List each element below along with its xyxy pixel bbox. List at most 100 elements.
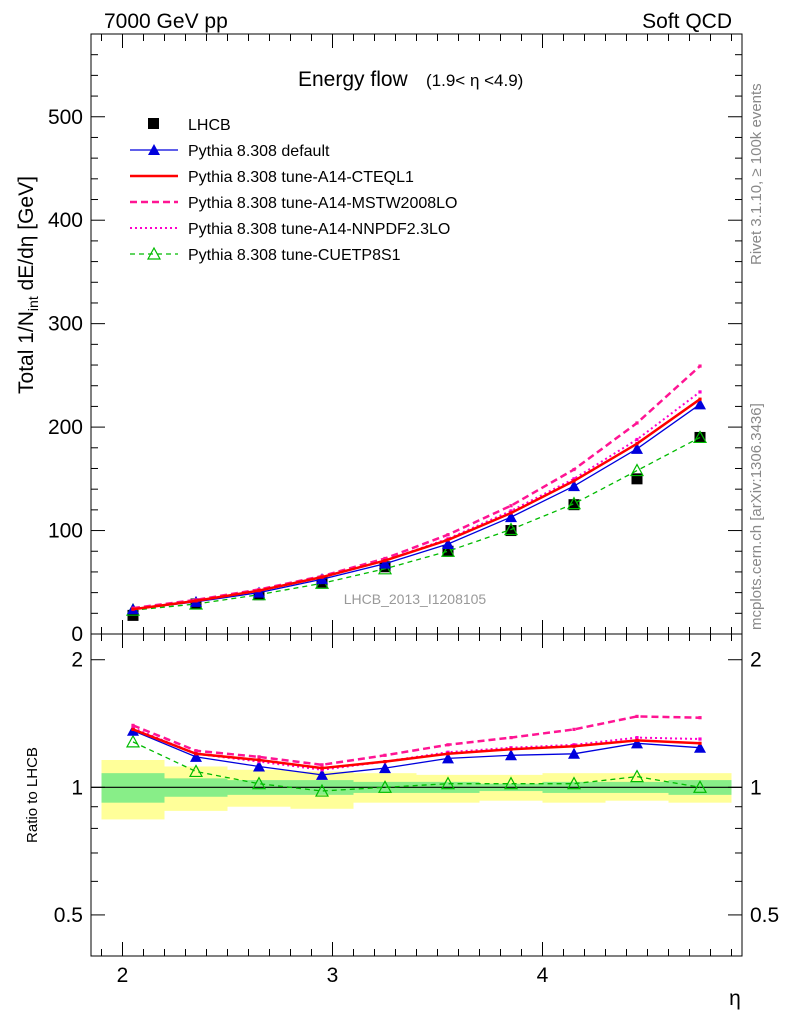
ratio-line-mstw xyxy=(132,715,701,767)
y-axis-label-main: Total 1/Nint dE/dη [GeV] xyxy=(15,176,41,394)
marker-point xyxy=(698,741,702,745)
header-left: 7000 GeV pp xyxy=(104,10,228,33)
marker-point xyxy=(572,479,576,483)
main-title: Energy flow xyxy=(298,68,409,91)
legend-entry-default: Pythia 8.308 default xyxy=(130,143,330,160)
marker-point xyxy=(698,716,702,720)
legend-label: Pythia 8.308 tune-A14-CTEQL1 xyxy=(188,169,414,186)
legend-label: LHCB xyxy=(188,117,231,134)
marker-point xyxy=(194,749,198,753)
marker-point xyxy=(320,575,324,579)
marker-triangle xyxy=(505,511,517,523)
marker-point xyxy=(383,556,387,561)
marker-open-triangle xyxy=(566,776,582,790)
y-tick-label: 100 xyxy=(48,520,83,543)
series-line-mstw xyxy=(132,365,701,610)
marker-triangle xyxy=(442,752,454,764)
marker-point xyxy=(698,364,702,368)
legend-label: Pythia 8.308 tune-A14-NNPDF2.3LO xyxy=(188,221,450,238)
y-tick-label: 400 xyxy=(48,209,83,232)
marker-open-triangle xyxy=(440,543,456,557)
marker-point xyxy=(698,397,702,401)
legend-label: Pythia 8.308 default xyxy=(188,143,330,160)
ratio-y-tick-label-right: 2 xyxy=(750,649,762,672)
marker-point xyxy=(257,758,261,762)
marker-point xyxy=(509,747,513,751)
legend-marker-data xyxy=(148,118,159,129)
x-axis-label: η xyxy=(729,987,741,1010)
marker-open-triangle xyxy=(125,734,141,748)
marker-point xyxy=(635,421,639,425)
y-axis-label-ratio: Ratio to LHCB xyxy=(24,747,41,843)
marker-open-triangle xyxy=(314,783,330,797)
main-title-range: (1.9< η <4.9) xyxy=(426,71,523,90)
y-tick-label: 200 xyxy=(48,416,83,439)
legend-entry-mstw: Pythia 8.308 tune-A14-MSTW2008LO xyxy=(130,195,457,212)
x-tick-label: 4 xyxy=(537,964,549,987)
marker-point xyxy=(509,509,513,513)
marker-point xyxy=(320,766,324,770)
series-line-cteql1 xyxy=(132,398,701,611)
marker-triangle xyxy=(505,749,517,761)
marker-triangle xyxy=(379,762,391,774)
marker-point xyxy=(383,759,387,764)
marker-open-triangle xyxy=(629,769,645,783)
data-point xyxy=(631,473,643,485)
marker-point xyxy=(446,538,450,542)
marker-point xyxy=(698,737,702,741)
mcplots-label: mcplots.cern.ch [arXiv:1306.3436] xyxy=(748,403,765,630)
ratio-y-tick-label: 2 xyxy=(71,649,83,672)
marker-point xyxy=(572,477,576,481)
marker-triangle xyxy=(379,557,391,569)
marker-open-triangle xyxy=(188,764,204,778)
ratio-panel: 2 3 4 0.5 0.5 1 1 2 2 xyxy=(54,633,779,987)
marker-triangle xyxy=(568,480,580,492)
data-point xyxy=(505,525,517,537)
marker-point xyxy=(635,736,639,740)
marker-point xyxy=(320,763,324,767)
main-series-group xyxy=(125,364,708,621)
marker-point xyxy=(509,736,513,740)
marker-triangle xyxy=(148,144,160,155)
marker-triangle xyxy=(631,442,643,454)
marker-point xyxy=(572,727,576,731)
series-line-cuetp8s1 xyxy=(132,436,701,611)
legend-label: Pythia 8.308 tune-A14-MSTW2008LO xyxy=(188,195,457,212)
marker-triangle xyxy=(190,750,202,762)
watermark: LHCB_2013_I1208105 xyxy=(344,591,487,607)
marker-point xyxy=(131,607,135,611)
marker-point xyxy=(131,723,135,727)
marker-point xyxy=(509,511,513,515)
rivet-label: Rivet 3.1.10, ≥ 100k events xyxy=(748,83,765,265)
legend: LHCB Pythia 8.308 default Pythia 8.308 tun… xyxy=(130,117,457,264)
marker-triangle xyxy=(568,747,580,759)
marker-point xyxy=(446,752,450,756)
marker-triangle xyxy=(694,741,706,753)
marker-point xyxy=(194,752,198,756)
marker-point xyxy=(383,753,387,757)
marker-open-triangle xyxy=(503,776,519,790)
marker-point xyxy=(257,755,261,759)
ratio-y-tick-label: 1 xyxy=(71,776,83,799)
legend-entry-cteql1: Pythia 8.308 tune-A14-CTEQL1 xyxy=(130,169,414,186)
marker-triangle xyxy=(253,760,265,772)
x-tick-label: 3 xyxy=(327,964,339,987)
ratio-uncertainty-bands xyxy=(91,760,742,820)
legend-entry-nnpdf: Pythia 8.308 tune-A14-NNPDF2.3LO xyxy=(130,221,450,238)
marker-open-triangle xyxy=(440,776,456,790)
marker-point xyxy=(383,558,387,563)
marker-point xyxy=(698,390,702,394)
legend-entry-cuetp8s1: Pythia 8.308 tune-CUETP8S1 xyxy=(130,246,401,264)
marker-point xyxy=(509,504,513,508)
y-tick-label: 0 xyxy=(71,623,83,646)
ratio-y-tick-label: 0.5 xyxy=(54,904,83,927)
marker-point xyxy=(131,727,135,731)
data-point xyxy=(442,545,454,557)
marker-point xyxy=(194,599,198,603)
marker-triangle xyxy=(694,398,706,410)
marker-point xyxy=(635,437,639,442)
header-right: Soft QCD xyxy=(642,10,732,33)
marker-point xyxy=(257,588,261,593)
marker-open-triangle xyxy=(251,776,267,790)
marker-open-triangle xyxy=(503,522,519,536)
